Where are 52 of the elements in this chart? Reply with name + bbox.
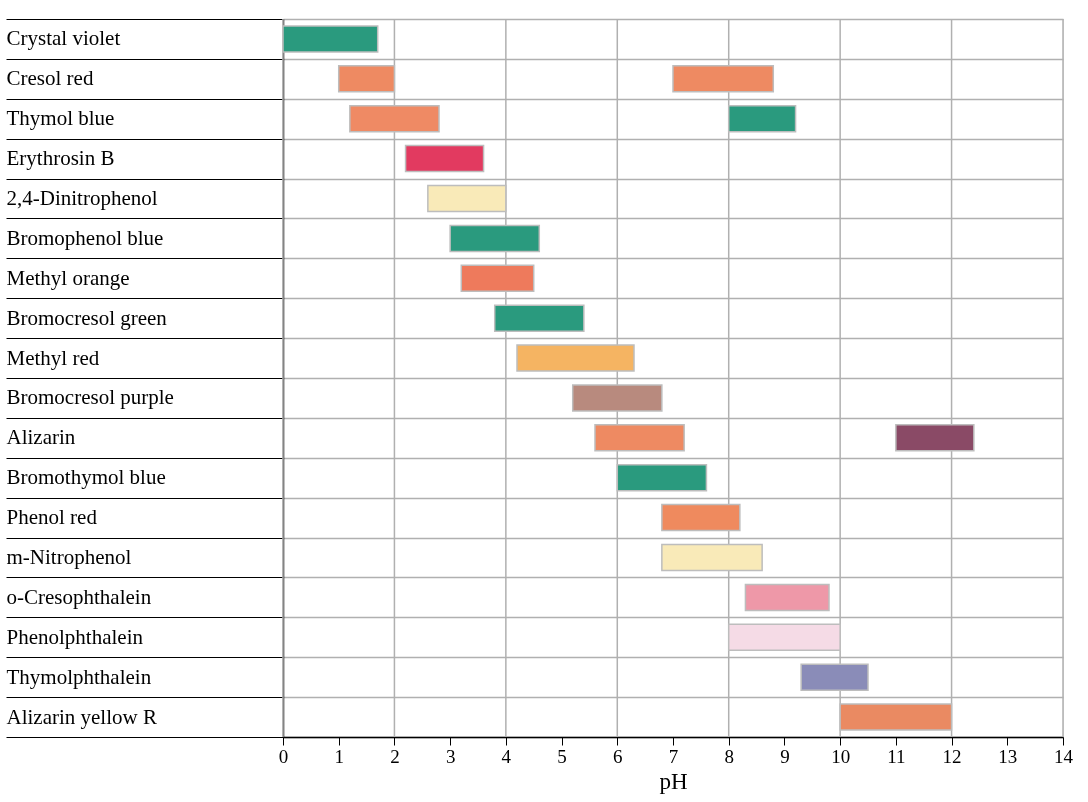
bar (349, 104, 440, 133)
y-tick-label: Phenolphthalein (6, 624, 144, 649)
x-tick-label: 1 (334, 745, 344, 767)
x-tick-label: 0 (278, 745, 289, 767)
x-tick-label: 2 (390, 745, 400, 767)
x-tick-label: 11 (887, 745, 906, 767)
bar (449, 224, 541, 253)
bar (516, 344, 635, 372)
y-tick-label: o-Cresophthalein (6, 584, 152, 609)
x-tick-label: 8 (724, 745, 734, 767)
y-tick-label: Bromothymol blue (6, 465, 166, 490)
bar (661, 503, 741, 532)
y-tick-label: Erythrosin B (6, 146, 115, 171)
x-tick-label: 6 (613, 745, 623, 767)
x-tick-label: 4 (501, 745, 512, 767)
x-tick-label: 12 (942, 745, 962, 767)
bar (839, 703, 953, 731)
bar (661, 543, 763, 572)
y-tick-label: Bromocresol purple (6, 385, 174, 410)
y-tick-label: Bromocresol green (6, 305, 168, 330)
x-axis-title: pH (659, 768, 688, 794)
bar (895, 424, 975, 452)
x-tick-label: 3 (445, 745, 456, 767)
y-tick-label: Cresol red (6, 66, 94, 91)
bar (800, 663, 869, 691)
y-tick-label: Bromophenol blue (6, 225, 164, 250)
y-tick-label: Alizarin (6, 425, 76, 450)
bar (460, 264, 535, 293)
y-tick-label: Methyl orange (6, 265, 130, 290)
bar (427, 184, 507, 213)
bar (616, 463, 708, 492)
bar (744, 583, 830, 612)
x-tick-label: 13 (998, 745, 1018, 767)
y-tick-label: 2,4-Dinitrophenol (6, 186, 158, 210)
x-tick-label: 5 (557, 745, 567, 767)
y-tick-label: Phenol red (6, 505, 98, 530)
y-tick-label: Methyl red (6, 345, 100, 370)
x-tick-label: 14 (1054, 745, 1074, 767)
y-tick-label: m-Nitrophenol (6, 545, 132, 569)
bar (404, 144, 485, 173)
y-tick-label: Thymol blue (6, 106, 115, 131)
x-tick-label: 9 (780, 745, 790, 767)
x-tick-label: 10 (831, 745, 851, 767)
y-tick-label: Alizarin yellow R (6, 704, 157, 729)
y-tick-label: Crystal violet (6, 26, 121, 51)
bar (493, 304, 585, 332)
y-tick-label: Thymolphthalein (6, 664, 152, 689)
bar (282, 25, 379, 53)
bar (727, 623, 841, 652)
x-tick-label: 7 (668, 745, 679, 767)
bar (672, 65, 775, 93)
bar (571, 384, 663, 412)
